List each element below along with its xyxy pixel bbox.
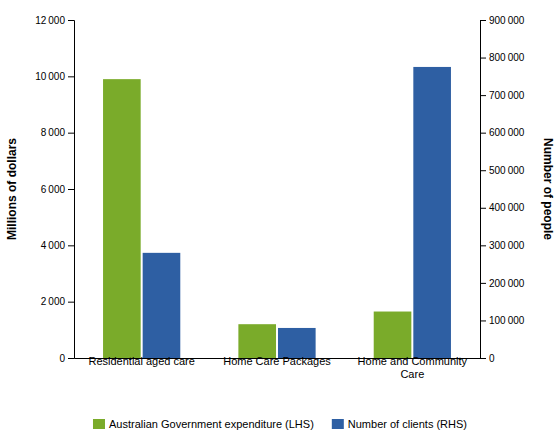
tick-mark [480,133,486,134]
tick-label: 100 000 [489,315,525,326]
tick-mark [68,358,74,359]
tick-label: 500 000 [489,165,525,176]
legend-item: Australian Government expenditure (LHS) [93,418,314,430]
tick-label: 0 [489,353,495,364]
tick: 12 000 [35,15,74,26]
tick: 0 [59,353,74,364]
tick: 600 000 [480,127,525,138]
tick-mark [480,283,486,284]
bars [103,67,451,358]
tick-mark [68,76,74,77]
tick-label: 2 000 [41,296,66,307]
axis-line [68,21,75,359]
bar-series [143,67,451,358]
tick: 500 000 [480,165,525,176]
legend-label: Australian Government expenditure (LHS) [109,418,314,430]
bar [278,328,316,358]
y-axis: 0 2 000 4 000 6 000 8 000 10 000 12 000 [35,15,74,364]
y-axis-title: Millions of dollars [5,138,19,240]
legend: Australian Government expenditure (LHS) N… [93,418,467,430]
tick: 700 000 [480,90,525,101]
tick-mark [68,302,74,303]
x-axis: Residential aged care Home Care Packages H… [75,355,481,380]
tick-label: 10 000 [35,71,65,82]
tick: 4 000 [41,240,74,251]
plot: 0 2 000 4 000 6 000 8 000 10 000 12 000 0 100 00… [5,15,555,380]
tick-label: 8 000 [41,127,66,138]
legend-label: Number of clients (RHS) [348,418,467,430]
tick: 2 000 [41,296,74,307]
tick: 0 [480,353,495,364]
tick-mark [68,245,74,246]
tick: 10 000 [35,71,74,82]
tick-mark [68,189,74,190]
chart: 0 2 000 4 000 6 000 8 000 10 000 12 000 0 100 00… [0,0,560,438]
bar [374,312,412,358]
tick-label: 12 000 [35,15,65,26]
tick: 400 000 [480,202,525,213]
tick-mark [480,170,486,171]
tick-label: 600 000 [489,127,525,138]
tick-mark [480,58,486,59]
tick-mark [480,320,486,321]
legend-swatch [332,419,344,429]
bar [103,79,141,358]
tick-label: Residential aged care [88,355,194,367]
bar [143,253,181,358]
tick: 8 000 [41,127,74,138]
y2-axis: 0 100 000 200 000 300 000 400 000 500 000 600 … [480,15,525,364]
tick-label-line: Residential aged care [88,355,194,367]
bar [238,324,276,358]
tick-mark [480,208,486,209]
tick-label: 6 000 [41,184,66,195]
tick-mark [68,133,74,134]
tick-label: 0 [59,353,65,364]
tick-label: 900 000 [489,15,525,26]
tick-mark [68,20,74,21]
tick-mark [480,358,486,359]
tick: 800 000 [480,52,525,63]
tick-mark [480,95,486,96]
tick-label-line: Home Care Packages [223,355,331,367]
tick: Home Care Packages [223,355,331,367]
tick-label-line: Care [400,368,424,380]
tick-label-line: Home and Community [358,355,468,367]
legend-item: Number of clients (RHS) [332,418,467,430]
bar [413,67,451,358]
tick-label: 200 000 [489,278,525,289]
tick-label: 400 000 [489,202,525,213]
tick-label: Home Care Packages [223,355,331,367]
tick-mark [480,20,486,21]
tick-label: 700 000 [489,90,525,101]
tick-mark [480,245,486,246]
tick-label: 800 000 [489,52,525,63]
tick-label: 4 000 [41,240,66,251]
tick: 300 000 [480,240,525,251]
axis-line [481,21,487,359]
y2-axis-title: Number of people [541,138,555,240]
tick: Residential aged care [88,355,194,367]
legend-swatch [93,419,105,429]
tick-label: Home and CommunityCare [358,355,468,380]
tick: 200 000 [480,278,525,289]
tick: 100 000 [480,315,525,326]
tick-label: 300 000 [489,240,525,251]
tick: Home and CommunityCare [358,355,468,380]
tick: 6 000 [41,184,74,195]
tick: 900 000 [480,15,525,26]
bar-series [103,79,411,358]
